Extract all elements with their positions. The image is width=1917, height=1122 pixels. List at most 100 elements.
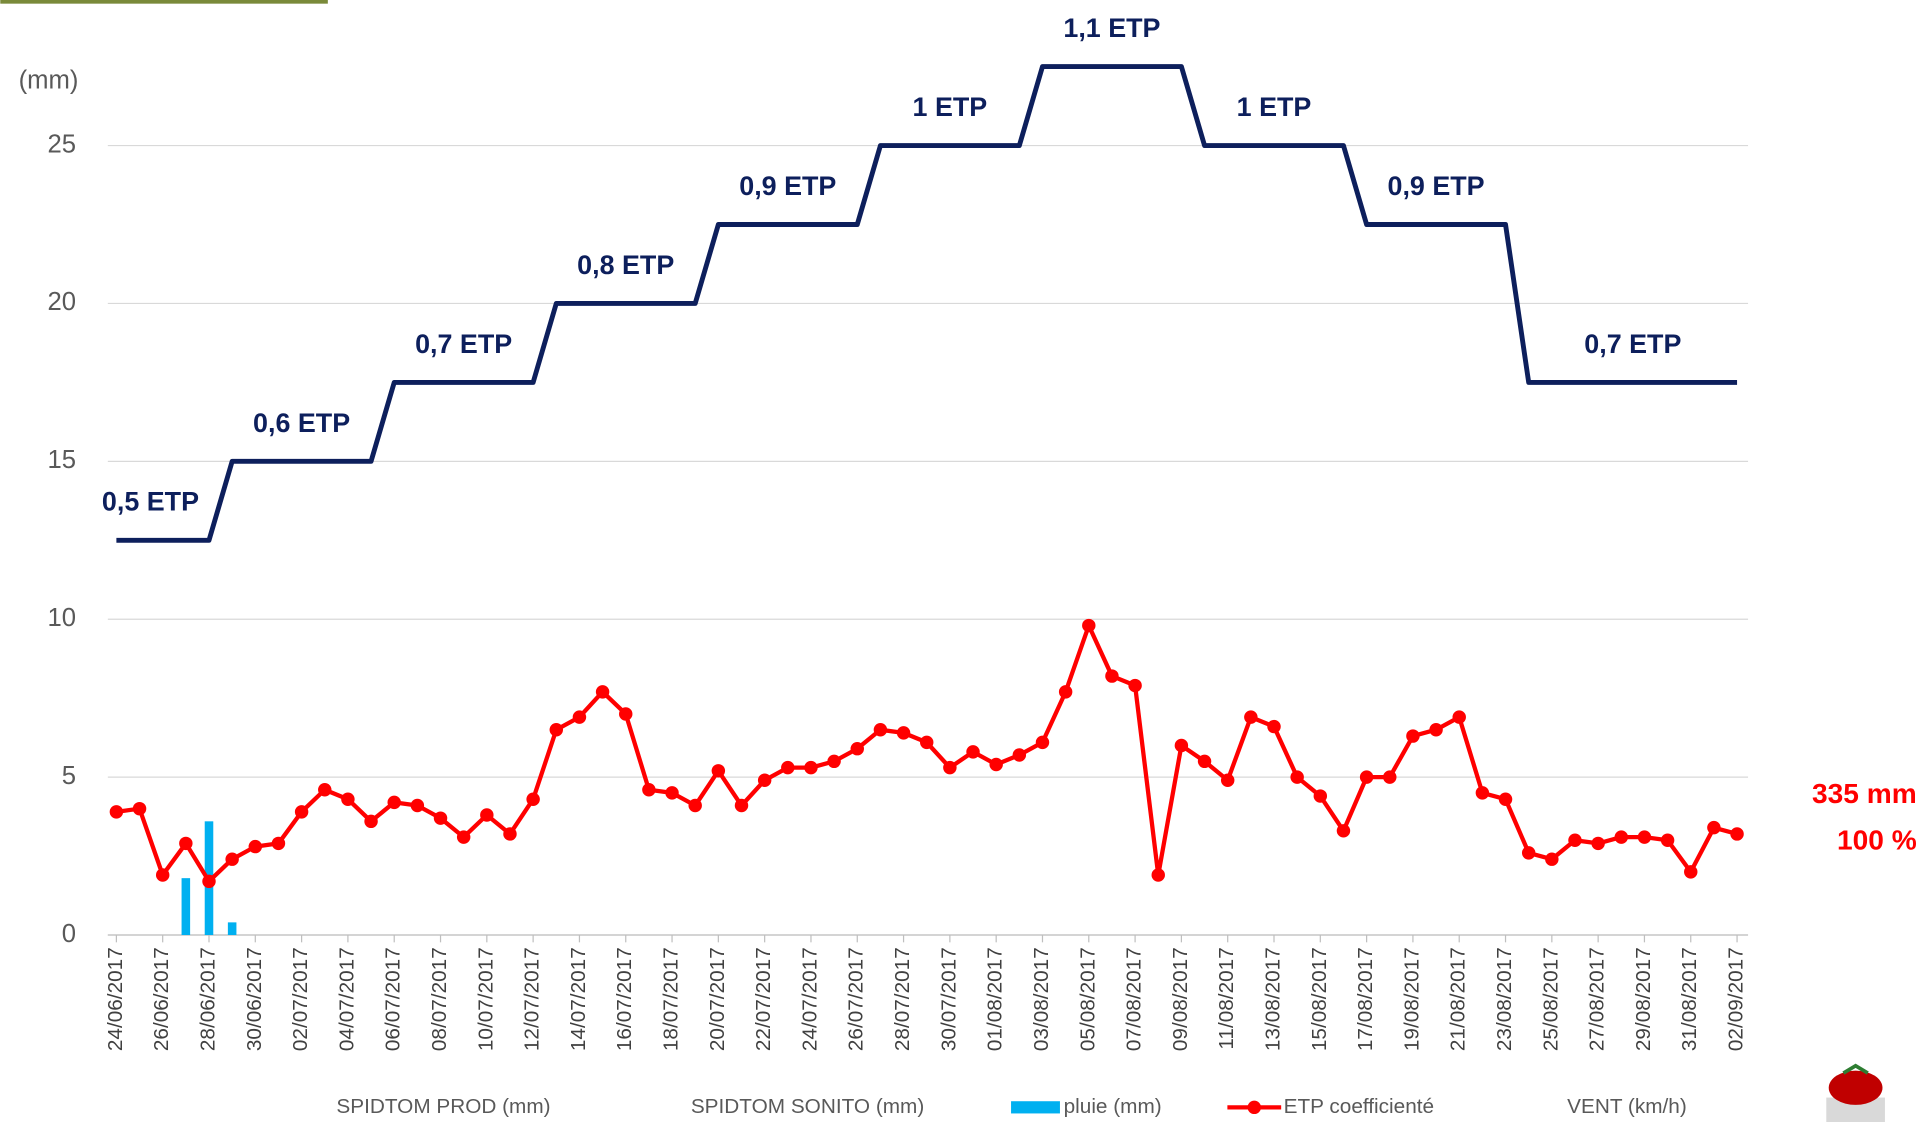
etp-annotation: 0,9 ETP [739, 171, 836, 201]
x-tick-label: 20/07/2017 [706, 947, 729, 1051]
point [294, 805, 309, 819]
point [526, 792, 540, 806]
y-tick-label: 25 [48, 130, 77, 158]
point [1545, 852, 1559, 866]
x-tick-label: 29/08/2017 [1632, 947, 1655, 1051]
x-tick-label: 04/07/2017 [335, 947, 358, 1051]
point [1452, 710, 1466, 724]
point [318, 783, 332, 797]
x-tick-label: 26/07/2017 [845, 947, 868, 1051]
point [1383, 770, 1397, 784]
x-tick-label: 28/07/2017 [891, 947, 914, 1051]
point [734, 798, 749, 813]
point [827, 754, 841, 769]
percent-label: 100 % [1837, 825, 1917, 856]
line [116, 64, 1738, 543]
line [116, 623, 1738, 884]
point [1684, 865, 1698, 879]
x-tick-label: 02/09/2017 [1725, 947, 1748, 1051]
point [1660, 833, 1675, 847]
x-tick-label: 28/06/2017 [196, 947, 219, 1051]
x-tick-label: 17/08/2017 [1354, 947, 1377, 1051]
y-tick-label: 10 [48, 604, 77, 632]
legend-label: pluie (mm) [1064, 1095, 1162, 1118]
x-tick-label: 24/07/2017 [798, 947, 821, 1051]
point [225, 852, 239, 866]
point [1336, 824, 1351, 838]
point [896, 726, 911, 740]
point [1151, 868, 1165, 882]
x-tick-label: 14/07/2017 [567, 947, 590, 1051]
x-tick-label: 24/06/2017 [104, 947, 127, 1051]
legend-marker [1247, 1100, 1261, 1115]
bar [227, 922, 237, 935]
point [688, 798, 702, 813]
etp-annotation: 0,9 ETP [1388, 171, 1485, 201]
point [410, 798, 425, 813]
x-tick-label: 21/08/2017 [1447, 947, 1470, 1051]
point [1058, 685, 1073, 699]
etp-annotation: 0,6 ETP [253, 408, 350, 438]
point [711, 764, 726, 778]
tomato-icon [1826, 1063, 1885, 1122]
etp-annotation: 0,8 ETP [577, 250, 674, 280]
point [1521, 846, 1536, 860]
point [109, 805, 124, 819]
y-axis-label: (mm) [19, 67, 79, 95]
point [665, 786, 679, 800]
x-tick-label: 12/07/2017 [521, 947, 544, 1051]
point [433, 811, 448, 825]
x-tick-label: 22/07/2017 [752, 947, 775, 1051]
point [1035, 735, 1050, 750]
x-tick-label: 30/07/2017 [937, 947, 960, 1051]
point [943, 760, 957, 775]
point [1730, 827, 1744, 841]
etp-annotation: 0,5 ETP [102, 487, 199, 517]
legend-label: ETP coefficienté [1284, 1095, 1434, 1118]
etp-annotation: 1 ETP [1237, 92, 1312, 122]
point [642, 783, 656, 797]
x-tick-label: 08/07/2017 [428, 947, 451, 1051]
point [503, 827, 517, 841]
point [873, 723, 888, 737]
point [549, 723, 564, 737]
point [966, 745, 980, 759]
point [341, 792, 355, 806]
point [248, 839, 263, 854]
x-tick-label: 30/06/2017 [243, 947, 266, 1051]
point [179, 836, 193, 851]
x-tick-label: 13/08/2017 [1261, 947, 1284, 1051]
y-tick-label: 0 [62, 920, 76, 948]
etp-annotation: 1 ETP [913, 92, 988, 122]
x-tick-label: 09/08/2017 [1169, 947, 1192, 1051]
x-tick-label: 15/08/2017 [1308, 947, 1331, 1051]
point [1082, 618, 1096, 633]
x-tick-label: 16/07/2017 [613, 947, 636, 1051]
point [1012, 748, 1027, 762]
point [619, 707, 633, 721]
x-tick-label: 18/07/2017 [660, 947, 683, 1051]
point [1406, 729, 1420, 743]
point [480, 808, 494, 822]
point [1498, 792, 1513, 806]
x-tick-label: 23/08/2017 [1493, 947, 1516, 1051]
point [1197, 754, 1212, 769]
y-tick-label: 15 [48, 446, 77, 474]
legend-label: SPIDTOM PROD (mm) [336, 1095, 550, 1118]
point [757, 773, 772, 787]
point [1614, 830, 1629, 844]
point [364, 814, 378, 829]
x-tick-label: 02/07/2017 [289, 947, 312, 1051]
x-tick-label: 27/08/2017 [1586, 947, 1609, 1051]
legend-label: SPIDTOM SONITO (mm) [691, 1095, 924, 1118]
x-tick-label: 01/08/2017 [984, 947, 1007, 1051]
point [1105, 669, 1119, 683]
x-tick-label: 10/07/2017 [474, 947, 497, 1051]
etp-annotation: 0,7 ETP [1584, 329, 1681, 359]
legend-swatch [1011, 1101, 1060, 1114]
point [804, 760, 818, 775]
point [1244, 710, 1258, 724]
point [920, 735, 934, 750]
x-tick-label: 07/08/2017 [1123, 947, 1146, 1051]
